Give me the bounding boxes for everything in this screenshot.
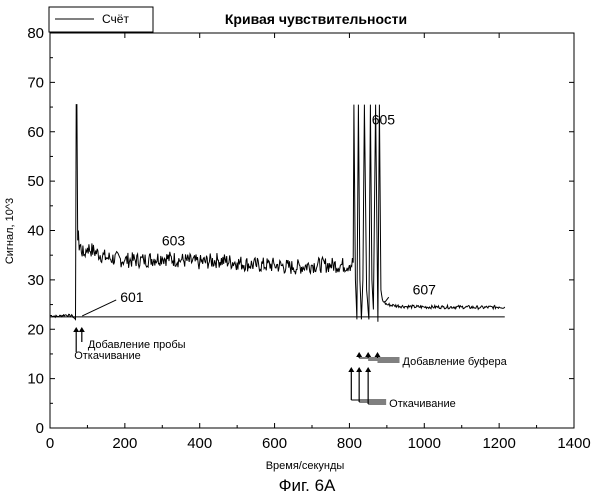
series-layer bbox=[50, 105, 505, 322]
legend-label: Счёт bbox=[102, 12, 129, 26]
x-tick-label: 600 bbox=[262, 435, 287, 452]
plot-frame bbox=[50, 33, 574, 428]
event-markers: Добавление пробыОткачиваниеДобавление бу… bbox=[73, 327, 507, 410]
x-axis: 0 200 400 600 800 1000 1200 1400 bbox=[46, 33, 591, 452]
y-tick-label: 70 bbox=[27, 74, 44, 91]
chart-title: Кривая чувствительности bbox=[225, 11, 407, 27]
y-tick-label: 40 bbox=[27, 223, 44, 240]
series-line bbox=[50, 105, 505, 322]
y-tick-label: 30 bbox=[27, 272, 44, 289]
pumpout-arrow-head bbox=[73, 327, 79, 332]
annotations: 601 603 605 607 bbox=[82, 111, 436, 316]
figure-caption: Фиг. 6A bbox=[279, 476, 336, 495]
x-tick-label: 1400 bbox=[557, 435, 590, 452]
buffer-add-arrow-head bbox=[365, 352, 371, 357]
y-tick-label: 50 bbox=[27, 173, 44, 190]
y-axis-title: Сигнал, 10^3 bbox=[4, 198, 16, 264]
plot-border bbox=[50, 33, 574, 428]
event-label: Добавление буфера bbox=[403, 356, 508, 368]
x-tick-label: 800 bbox=[337, 435, 362, 452]
y-tick-label: 0 bbox=[36, 420, 44, 437]
y-tick-label: 60 bbox=[27, 124, 44, 141]
x-tick-label: 1200 bbox=[482, 435, 515, 452]
annotation-label: 601 bbox=[120, 289, 144, 305]
annotation-label: 607 bbox=[413, 282, 437, 298]
x-tick-label: 1000 bbox=[408, 435, 441, 452]
x-tick-label: 200 bbox=[112, 435, 137, 452]
annotation-label: 603 bbox=[162, 232, 186, 248]
y-tick-label: 20 bbox=[27, 321, 44, 338]
annotation-leader bbox=[82, 300, 116, 316]
x-tick-label: 0 bbox=[46, 435, 54, 452]
x-axis-title: Время/секунды bbox=[266, 460, 345, 472]
event-label: Откачивание bbox=[74, 350, 141, 362]
buffer-add-arrow-head bbox=[356, 352, 362, 357]
y-tick-label: 10 bbox=[27, 371, 44, 388]
x-tick-label: 400 bbox=[187, 435, 212, 452]
pumpout-group-arrow-head bbox=[348, 367, 354, 372]
sample-add-arrow-head bbox=[79, 327, 85, 332]
pumpout-group-arrow-head bbox=[356, 367, 362, 372]
buffer-add-arrow-head bbox=[375, 352, 381, 357]
y-tick-label: 80 bbox=[27, 25, 44, 42]
event-label: Откачивание bbox=[389, 398, 456, 410]
legend: Счёт bbox=[49, 7, 153, 32]
y-axis: 0 10 20 30 40 50 60 70 80 bbox=[27, 25, 574, 437]
annotation-leader bbox=[385, 297, 389, 302]
pumpout-group-arrow-head bbox=[365, 367, 371, 372]
annotation-label: 605 bbox=[372, 111, 396, 127]
